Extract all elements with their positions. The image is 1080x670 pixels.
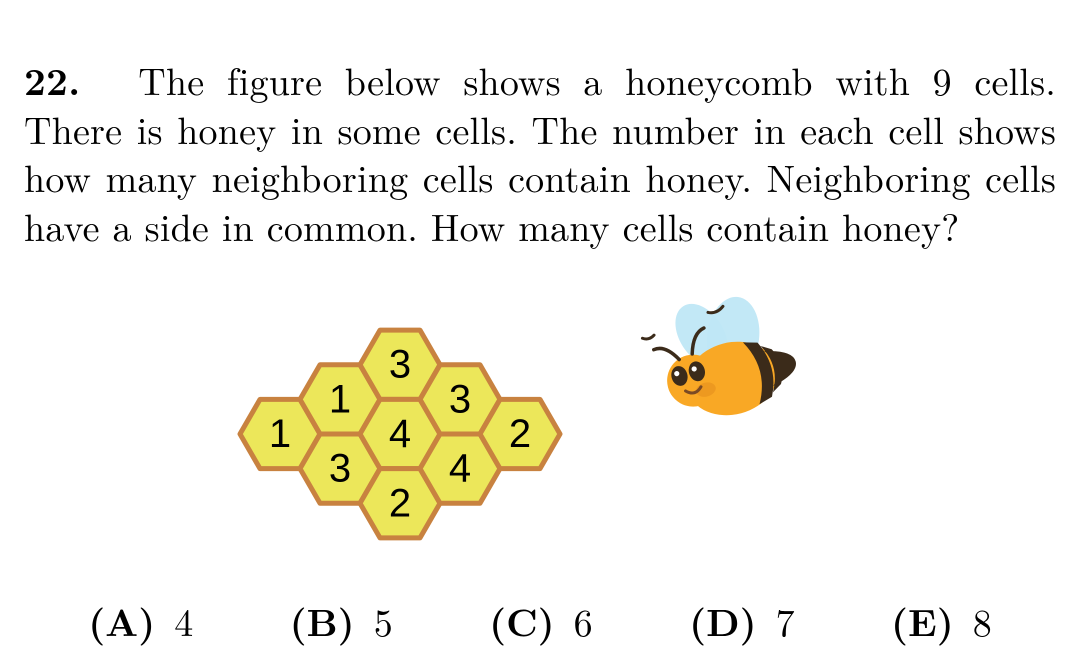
- answer-a: (A) 4: [88, 594, 193, 648]
- answer-e: (E) 8: [891, 594, 992, 648]
- hex-label: 2: [509, 412, 531, 456]
- hex-label: 4: [449, 446, 471, 490]
- question-body: The figure below shows a honeycomb with …: [24, 53, 1056, 253]
- question-text: 22. The figure below shows a honeycomb w…: [24, 56, 1056, 251]
- bee-icon: [635, 289, 805, 433]
- hex-label: 3: [329, 446, 351, 490]
- question-number: 22.: [24, 53, 80, 107]
- answer-d: (D) 7: [689, 594, 795, 648]
- answer-c: (C) 6: [489, 594, 593, 648]
- hex-label: 3: [389, 342, 411, 386]
- hex-label: 3: [449, 377, 471, 421]
- page: 22. The figure below shows a honeycomb w…: [0, 0, 1080, 670]
- honeycomb-figure: 113342342: [220, 289, 860, 579]
- hex-label: 1: [329, 377, 351, 421]
- figure: 113342342: [24, 289, 1056, 584]
- hex-label: 1: [269, 412, 291, 456]
- hex-label: 2: [389, 481, 411, 525]
- answer-choices: (A) 4 (B) 5 (C) 6 (D) 7 (E) 8: [0, 594, 1080, 648]
- hex-label: 4: [389, 412, 411, 456]
- answer-b: (B) 5: [290, 594, 393, 648]
